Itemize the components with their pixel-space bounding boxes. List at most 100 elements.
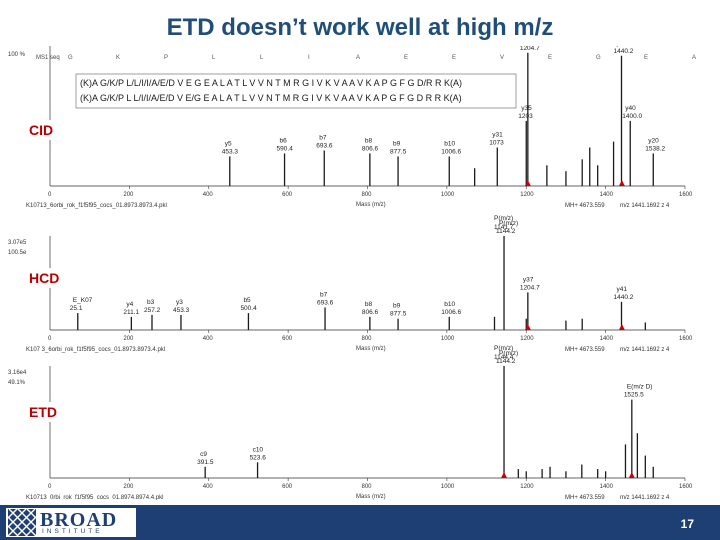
top-peak-label: P(m/z) xyxy=(494,215,513,222)
precursor-marker xyxy=(618,180,625,186)
peak-value: 877.5 xyxy=(390,148,407,155)
residue-label: E xyxy=(548,55,552,61)
file-label: K107 3_6orbi_rok_f1f5f95_cocs_01.8973.89… xyxy=(26,347,165,353)
peak-label: b10 xyxy=(444,140,455,147)
panel-tag-cid: CID xyxy=(26,120,57,140)
residue-label: I xyxy=(308,55,310,61)
residue-label: A xyxy=(356,55,360,61)
peak-label: b8 xyxy=(365,301,373,308)
slide-title: ETD doesn’t work well at high m/z xyxy=(166,14,554,41)
peak-value: 1525.5 xyxy=(624,392,644,399)
precursor-marker xyxy=(628,472,635,478)
peak-label: c10 xyxy=(253,446,264,453)
residue-label: K xyxy=(116,55,120,61)
peak-label: P(m/z) xyxy=(499,350,518,357)
scan-info: m/z 1441.1692 z 4 xyxy=(620,347,670,353)
residue-label: P xyxy=(164,55,168,61)
cid-spectrum: 2.74e15 100 % 0 200 400 600 800 1000 1200 1400 160… xyxy=(8,46,693,209)
spectra-figure: G K P L L I A E E V E G E A (K)A G/K/P L/L/I/I/A/E/D … xyxy=(8,46,696,500)
residue-label: L xyxy=(212,55,216,61)
x-tick-label: 800 xyxy=(362,336,373,342)
peak-value: 453.3 xyxy=(173,307,190,314)
residue-label: G xyxy=(596,55,601,61)
x-axis-label: Mass (m/z) xyxy=(356,202,386,208)
intensity-label: 100 % xyxy=(8,52,26,58)
x-tick-label: 800 xyxy=(362,192,373,198)
intensity-label: 100.5e xyxy=(8,250,27,256)
x-tick-label: 200 xyxy=(123,336,134,342)
precursor-marker xyxy=(524,324,531,330)
peak-label: y3 xyxy=(176,299,183,306)
logo-icon xyxy=(8,509,36,536)
etd-spectrum: 3.16e4 49.1% 0 200 400 600 800 1000 1200 1400 1600… xyxy=(8,345,693,500)
peak-label: y5 xyxy=(225,140,232,147)
peak-value: 1006.6 xyxy=(441,309,461,316)
sequence-line-1: (K)A G/K/P L/L/I/I/A/E/D V E G E A L A T… xyxy=(80,78,462,88)
mh-label: MH+ 4673.559 xyxy=(565,347,605,353)
peak-value: 391.5 xyxy=(197,459,214,466)
x-tick-label: 400 xyxy=(203,484,214,490)
x-tick-label: 400 xyxy=(203,336,214,342)
scan-info: m/z 1441.1692 z 4 xyxy=(620,203,670,209)
logo-subtitle: INSTITUTE xyxy=(42,528,103,535)
top-peak-value: 1144.4 xyxy=(494,354,514,361)
x-tick-label: 1200 xyxy=(520,484,534,490)
peak-value: 1204.7 xyxy=(520,46,540,52)
peak-label: y20 xyxy=(648,137,659,144)
peak-value: 1440.2 xyxy=(614,48,634,55)
residue-label: L xyxy=(260,55,264,61)
peak-value: 1400.0 xyxy=(622,113,642,120)
peak-label: b9 xyxy=(393,140,401,147)
x-tick-label: 600 xyxy=(282,192,293,198)
peak-value: 806.6 xyxy=(362,309,379,316)
top-peak-label: P(m/z) xyxy=(494,345,513,352)
peak-label: b7 xyxy=(319,134,327,141)
peak-value: 1203 xyxy=(518,113,533,120)
peak-value: 500.4 xyxy=(240,305,257,312)
peak-label: b9 xyxy=(393,303,401,310)
x-tick-label: 400 xyxy=(203,192,214,198)
residue-label: E xyxy=(404,55,408,61)
peak-value: 1440.2 xyxy=(614,294,634,301)
x-tick-label: 800 xyxy=(362,484,373,490)
x-tick-label: 600 xyxy=(282,484,293,490)
peak-label: E_K07 xyxy=(73,297,93,304)
logo-wordmark: BROAD xyxy=(40,509,118,531)
x-tick-label: 1600 xyxy=(679,484,693,490)
residue-label: E xyxy=(644,55,648,61)
peak-value: 1144.2 xyxy=(496,358,516,365)
broad-logo: BROAD INSTITUTE xyxy=(6,508,136,537)
x-tick-label: 0 xyxy=(48,192,52,198)
precursor-marker xyxy=(524,180,531,186)
residue-label: G xyxy=(68,55,73,61)
intensity-label: 49.1% xyxy=(8,380,26,386)
sequence-box: (K)A G/K/P L/L/I/I/A/E/D V E G E A L A T… xyxy=(75,73,517,109)
peak-value: 590.4 xyxy=(277,145,294,152)
panel-tag-hcd: HCD xyxy=(26,268,63,288)
peak-value: 1538.2 xyxy=(645,145,665,152)
peak-value: 1204.7 xyxy=(520,284,540,291)
peak-label: b7 xyxy=(320,291,328,298)
x-tick-label: 1200 xyxy=(520,192,534,198)
x-tick-label: 200 xyxy=(123,192,134,198)
peak-value: 257.2 xyxy=(144,307,161,314)
peak-value: 693.6 xyxy=(316,142,333,149)
precursor-marker xyxy=(618,324,625,330)
x-tick-label: 1200 xyxy=(520,336,534,342)
residue-label: V xyxy=(500,55,504,61)
residue-label: E xyxy=(452,55,456,61)
peak-label: y40 xyxy=(625,105,636,112)
peak-value: 211.1 xyxy=(123,309,139,316)
ms-label: MS1 seq xyxy=(36,55,60,61)
x-tick-label: 200 xyxy=(123,484,134,490)
x-tick-label: 0 xyxy=(48,336,52,342)
peak-label: y37 xyxy=(523,276,534,283)
peak-label: E(m/z D) xyxy=(627,384,653,391)
x-tick-label: 1400 xyxy=(600,336,614,342)
peak-value: 523.6 xyxy=(250,454,267,461)
peak-value: 1006.6 xyxy=(441,148,461,155)
file-label: K10713_0rbi_rok_f1f5f95_cocs_01.8974.897… xyxy=(26,495,163,500)
peak-label: y35 xyxy=(521,105,532,112)
intensity-label: 3.16e4 xyxy=(8,370,27,376)
